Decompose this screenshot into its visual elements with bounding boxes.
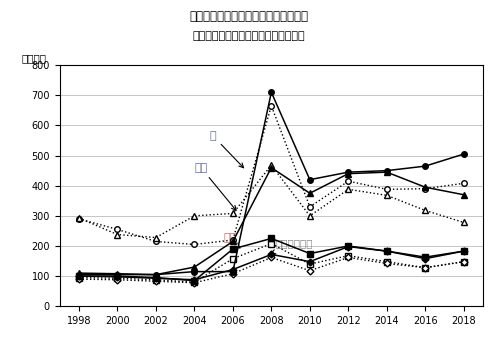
Text: とうもろこし: とうもろこし: [271, 239, 313, 254]
Text: 大豆: 大豆: [194, 163, 236, 210]
Text: 米: 米: [210, 131, 244, 168]
Text: （実線：名目価格、点線：実質価格）: （実線：名目価格、点線：実質価格）: [193, 31, 305, 41]
Text: 小麦: 小麦: [223, 234, 240, 248]
Text: ドル／ｔ: ドル／ｔ: [21, 53, 47, 63]
Text: 穀物及び大豆の国際価格の推移の予測: 穀物及び大豆の国際価格の推移の予測: [190, 10, 308, 23]
